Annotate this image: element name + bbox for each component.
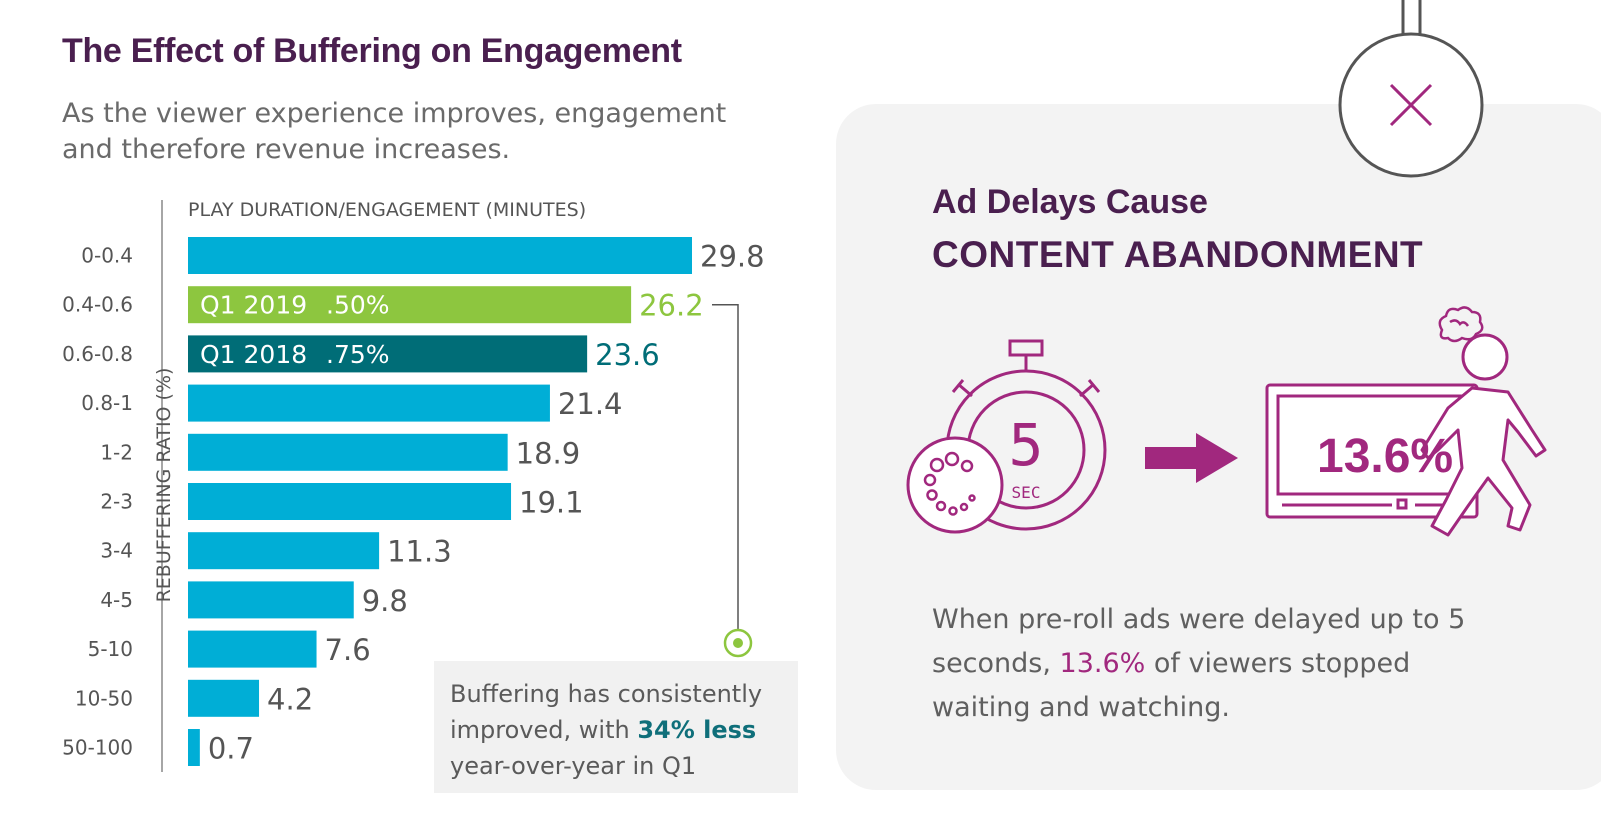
value-label: 0.7 (208, 732, 254, 766)
desc-highlight: 13.6% (1059, 648, 1146, 679)
note-text-after: year-over-year in Q1 (450, 752, 697, 780)
frustration-cloud-icon (1438, 306, 1484, 343)
desc-after: of viewers stopped waiting and watching. (932, 648, 1411, 723)
big-percent: 13.6% (1317, 430, 1454, 483)
value-label: 21.4 (558, 387, 623, 421)
value-label: 19.1 (519, 486, 584, 520)
value-label: 26.2 (639, 289, 704, 323)
value-label: 11.3 (387, 535, 452, 569)
bar (188, 237, 692, 274)
arrow-right-icon (1145, 433, 1238, 483)
bar (188, 335, 588, 373)
close-x-icon (1338, 0, 1484, 178)
bar (188, 483, 512, 520)
category-tick-label: 50-100 (62, 736, 133, 760)
value-label: 29.8 (700, 240, 765, 274)
stopwatch-icon: 5 SEC (945, 339, 1107, 531)
category-tick-label: 2-3 (100, 490, 133, 514)
right-heading-2: CONTENT ABANDONMENT (932, 234, 1424, 275)
timer-unit: SEC (1012, 483, 1041, 502)
left-title: The Effect of Buffering on Engagement (62, 32, 682, 70)
highlight-period-label: Q1 2019 (200, 291, 307, 320)
bar (188, 581, 354, 619)
bar (188, 384, 550, 422)
bar (188, 433, 508, 471)
note-box (434, 661, 798, 793)
connector-end-dot (733, 638, 743, 648)
y-axis-label: REBUFFERING RATIO (%) (153, 368, 175, 603)
bar (188, 286, 632, 324)
highlight-ratio-label: .50% (326, 291, 390, 320)
highlight-period-label: Q1 2018 (200, 340, 307, 369)
bar (188, 630, 317, 668)
desc-before: When pre-roll ads were delayed up to 5 s… (932, 604, 1466, 679)
right-description: When pre-roll ads were delayed up to 5 s… (932, 598, 1492, 730)
bar (188, 729, 200, 766)
value-label: 18.9 (516, 436, 581, 470)
connector-line (712, 303, 739, 630)
category-tick-label: 3-4 (100, 539, 133, 563)
note-text-before: Buffering has consistently improved, wit… (450, 680, 763, 744)
category-tick-label: 0-0.4 (81, 244, 133, 268)
bar (188, 679, 260, 717)
category-tick-label: 4-5 (100, 588, 133, 612)
category-tick-label: 10-50 (75, 686, 133, 710)
value-label: 9.8 (362, 584, 408, 618)
walking-person-icon (1420, 333, 1547, 537)
screen-icon (1265, 383, 1479, 519)
value-label: 23.6 (595, 338, 660, 372)
spinner-icon (906, 436, 1004, 534)
category-tick-label: 5-10 (88, 637, 133, 661)
left-subtitle: As the viewer experience improves, engag… (62, 98, 727, 165)
category-tick-label: 0.8-1 (81, 391, 133, 415)
highlight-ratio-label: .75% (326, 340, 390, 369)
value-label: 4.2 (267, 682, 313, 716)
x-axis-label: PLAY DURATION/ENGAGEMENT (MINUTES) (188, 199, 586, 221)
timer-number: 5 (1009, 411, 1044, 479)
category-tick-label: 0.6-0.8 (62, 342, 133, 366)
note-text: Buffering has consistently improved, wit… (450, 676, 790, 784)
note-strong: 34% less (637, 716, 757, 744)
value-label: 7.6 (325, 633, 371, 667)
category-tick-label: 0.4-0.6 (62, 293, 133, 317)
category-tick-label: 1-2 (100, 440, 133, 464)
bar (188, 532, 380, 570)
right-heading-1: Ad Delays Cause (932, 183, 1208, 221)
